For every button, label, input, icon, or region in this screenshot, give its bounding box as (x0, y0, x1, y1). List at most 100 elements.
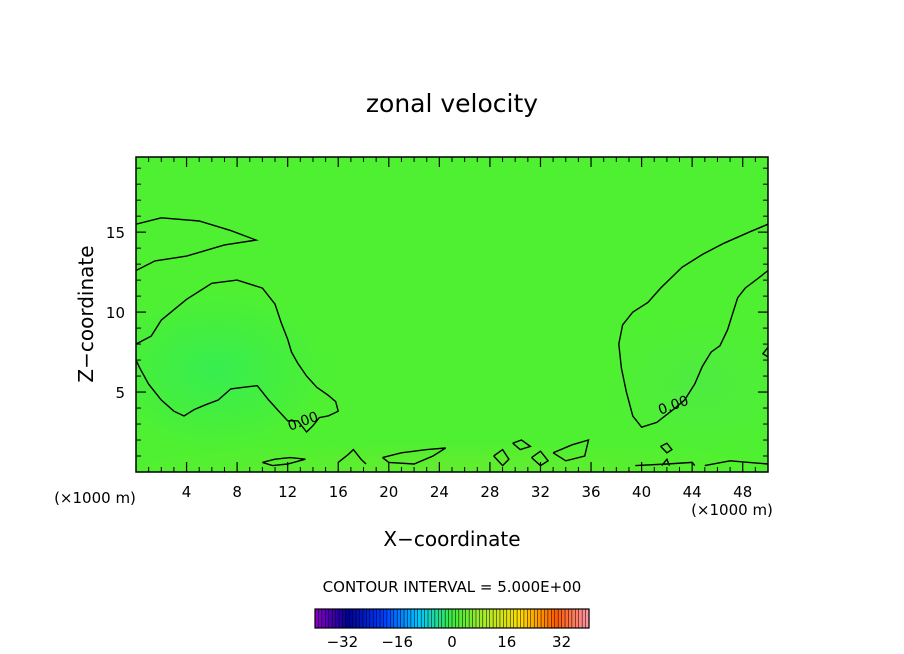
colorbar-swatch (417, 608, 422, 629)
x-tick-label: 20 (379, 483, 398, 501)
colorbar-swatch (386, 608, 391, 629)
colorbar-swatch (376, 608, 381, 629)
colorbar-swatch (506, 608, 511, 629)
colorbar-swatch (362, 608, 367, 629)
colorbar-swatch (581, 608, 587, 629)
colorbar-swatch (509, 608, 515, 629)
colorbar-swatch (503, 608, 508, 629)
colorbar-swatch (479, 608, 484, 629)
colorbar-tick-label: 32 (552, 633, 571, 651)
colorbar-swatch (537, 608, 542, 629)
x-axis-label: X−coordinate (383, 527, 520, 551)
y-tick-label: 15 (106, 224, 125, 242)
y-axis: 5 10 15 (106, 167, 768, 457)
x-tick-label: 44 (683, 483, 702, 501)
colorbar-swatch (557, 608, 563, 629)
chart-title: zonal velocity (366, 89, 538, 118)
zero-contour-line (337, 448, 367, 465)
colorbar-swatch (571, 608, 576, 629)
zero-contour-line (531, 450, 550, 467)
colorbar-swatch (420, 608, 426, 629)
colorbar-swatch (561, 608, 566, 629)
colorbar-swatch (489, 608, 494, 629)
colorbar-swatch (434, 608, 439, 629)
y-axis-label: Z−coordinate (74, 245, 98, 382)
contour-interval-label: CONTOUR INTERVAL = 5.000E+00 (323, 578, 582, 596)
x-unit-left: (×1000 m) (54, 489, 136, 507)
colorbar-swatch (410, 608, 415, 629)
colorbar-swatch (475, 608, 480, 629)
colorbar-swatch (544, 608, 549, 629)
colorbar-swatch (462, 608, 467, 629)
zero-contour-line (704, 460, 768, 467)
zero-contour-line (761, 346, 768, 358)
colorbar-swatch (513, 608, 518, 629)
colorbar-swatch (527, 608, 532, 629)
zero-contour-line (660, 442, 673, 454)
colorbar-swatch (499, 608, 504, 629)
surface-band (136, 443, 768, 472)
colorbar-swatch (451, 608, 456, 629)
colorbar-tick-label: −16 (381, 633, 413, 651)
plot-area (136, 157, 768, 472)
colorbar-swatch (352, 608, 357, 629)
colorbar-swatch (547, 608, 552, 629)
x-tick-label: 36 (581, 483, 600, 501)
colorbar-swatch (520, 608, 525, 629)
colorbar-tick-labels: −32 −16 0 16 32 (327, 633, 572, 651)
colorbar-swatch (564, 608, 569, 629)
colorbar-frame (314, 608, 590, 629)
zero-contour-line (552, 438, 590, 462)
x-axis: 4 8 12 16 20 24 28 32 36 40 44 48 (148, 157, 756, 501)
colorbar-swatch (403, 608, 409, 629)
colorbar-swatch (427, 608, 432, 629)
colorbar-swatch (349, 608, 354, 629)
colorbar-swatch (407, 608, 412, 629)
colorbar-swatch (400, 608, 405, 629)
colorbar-swatch (455, 608, 460, 629)
colorbar-swatch (472, 608, 477, 629)
colorbar (314, 608, 590, 629)
zero-contour-line (262, 456, 306, 467)
colorbar-swatch (496, 608, 501, 629)
x-tick-label: 8 (232, 483, 242, 501)
colorbar-swatch (482, 608, 487, 629)
colorbar-swatch (372, 608, 378, 629)
colorbar-swatch (523, 608, 528, 629)
colorbar-swatch (492, 608, 498, 629)
zero-contour-line (136, 217, 259, 272)
west-negative-cell (136, 290, 330, 450)
x-tick-label: 4 (182, 483, 192, 501)
colorbar-swatch (530, 608, 535, 629)
colorbar-swatch (366, 608, 371, 629)
colorbar-swatch (533, 608, 539, 629)
colorbar-swatch (568, 608, 573, 629)
colorbar-swatch (369, 608, 374, 629)
x-tick-label: 24 (430, 483, 449, 501)
colorbar-swatch (383, 608, 388, 629)
x-tick-label: 12 (278, 483, 297, 501)
colorbar-swatch (578, 608, 583, 629)
y-tick-label: 5 (115, 384, 125, 402)
colorbar-swatch (465, 608, 470, 629)
colorbar-swatch (458, 608, 463, 629)
colorbar-swatch (359, 608, 364, 629)
colorbar-swatch (431, 608, 436, 629)
colorbar-swatch (328, 608, 333, 629)
x-tick-label: 40 (632, 483, 651, 501)
colorbar-swatch (335, 608, 340, 629)
colorbar-swatch (345, 608, 350, 629)
colorbar-tick-label: 0 (447, 633, 457, 651)
colorbar-swatch (342, 608, 347, 629)
x-tick-label: 28 (480, 483, 499, 501)
colorbar-swatch (396, 608, 402, 629)
x-unit-right: (×1000 m) (691, 501, 773, 519)
colorbar-swatch (355, 608, 361, 629)
x-tick-label: 16 (329, 483, 348, 501)
colorbar-swatch (390, 608, 395, 629)
zero-contour-line (512, 439, 532, 451)
colorbar-swatch (424, 608, 429, 629)
colorbar-swatch (540, 608, 546, 629)
zero-contour-line (382, 447, 447, 465)
